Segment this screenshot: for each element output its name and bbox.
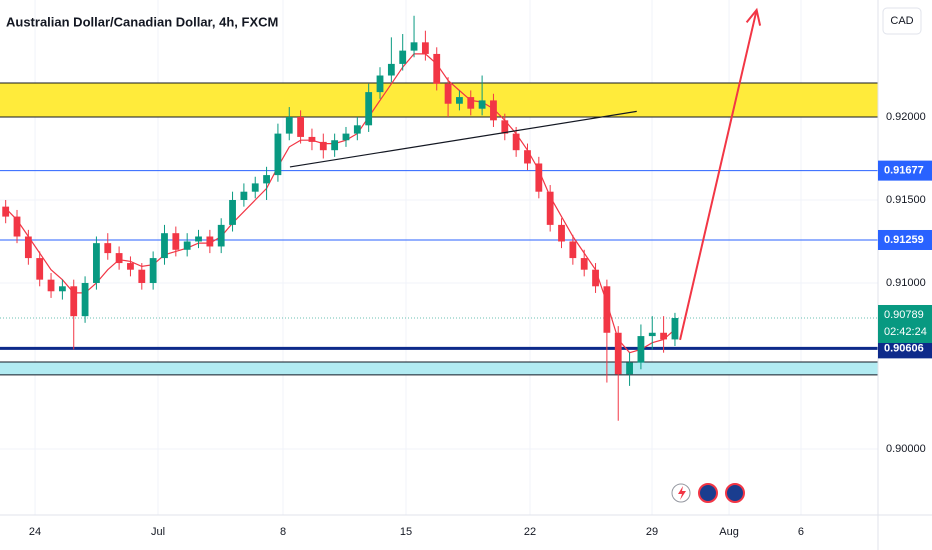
candle-body	[569, 241, 577, 259]
candle-body	[58, 286, 66, 292]
lightning	[678, 486, 686, 500]
x-tick-label: Aug	[719, 526, 739, 538]
candle-body	[671, 317, 679, 340]
last-price-box	[878, 304, 932, 343]
x-tick-label: 15	[400, 526, 412, 538]
x-tick-label: Jul	[151, 526, 165, 538]
price-label: 0.91259	[884, 234, 924, 246]
candle-body	[138, 269, 146, 283]
price-label-box	[878, 229, 932, 250]
candle-body	[149, 258, 157, 283]
trendline	[289, 110, 637, 168]
candle-body	[467, 97, 475, 109]
candle-body	[376, 75, 384, 93]
candle-body	[206, 236, 214, 247]
candle-body	[81, 282, 89, 317]
price-label-box	[878, 338, 932, 359]
candle-body	[637, 336, 645, 363]
y-tick-label: 0.92000	[886, 111, 926, 123]
candle-body	[240, 191, 248, 200]
plot-area	[0, 0, 878, 515]
candle-body	[285, 117, 293, 134]
candle-body	[660, 332, 668, 340]
candle-body	[297, 117, 305, 137]
chart-title: Australian Dollar/Canadian Dollar, 4h, F…	[6, 14, 278, 29]
candle-body	[24, 236, 32, 259]
candle-body	[342, 133, 350, 141]
x-tick-label: 22	[524, 526, 536, 538]
candle-body	[331, 140, 339, 151]
candle-body	[512, 133, 520, 151]
candle-body	[274, 133, 282, 176]
candle-body	[13, 216, 21, 237]
candle-body	[2, 206, 10, 217]
candle-body	[535, 163, 543, 192]
candle-body	[319, 141, 327, 151]
price-label: 0.90606	[884, 342, 924, 354]
candle-body	[47, 279, 55, 292]
last-price-label: 0.90789	[884, 309, 924, 321]
candle-body	[183, 241, 191, 250]
candle-body	[399, 50, 407, 64]
candle-body	[648, 332, 656, 337]
candle-body	[626, 362, 633, 375]
candle-body	[263, 175, 270, 184]
candle-body	[172, 233, 180, 250]
event-icon[interactable]	[725, 483, 745, 503]
candle-body	[70, 286, 78, 317]
y-tick-label: 0.90000	[886, 443, 926, 455]
candle-body	[387, 63, 395, 76]
x-tick-label: 29	[646, 526, 658, 538]
x-tick-label: 24	[29, 526, 41, 538]
candle-body	[501, 120, 509, 134]
candle-body	[353, 125, 361, 134]
candle-body	[444, 83, 452, 104]
y-tick-label: 0.91000	[886, 277, 926, 289]
candle-body	[614, 332, 622, 375]
event-icon[interactable]	[698, 483, 718, 503]
candle-body	[308, 136, 316, 142]
event-icons	[671, 483, 745, 503]
candle-body	[490, 100, 497, 121]
candle-body	[104, 243, 112, 254]
candle-body	[229, 199, 236, 225]
candle-body	[592, 269, 599, 287]
currency-label[interactable]: CAD	[890, 15, 913, 27]
candle-body	[433, 53, 441, 84]
candle-body	[217, 224, 225, 247]
candle-body	[546, 191, 554, 225]
price-label-box	[878, 160, 932, 181]
candle-body	[115, 253, 123, 264]
candle-body	[195, 236, 202, 242]
candle-body	[93, 243, 100, 283]
y-tick-label: 0.91500	[886, 194, 926, 206]
forecast-arrow	[679, 9, 758, 341]
candle-body	[365, 92, 373, 126]
candle-body	[36, 258, 44, 280]
x-tick-label: 8	[280, 526, 286, 538]
candle-body	[478, 100, 486, 109]
arrow-head	[745, 7, 762, 26]
candle-body	[524, 150, 531, 164]
candle-body	[603, 286, 611, 333]
zone	[0, 82, 878, 118]
currency-button[interactable]	[882, 7, 922, 35]
zone	[0, 361, 878, 375]
candle-body	[127, 263, 134, 270]
candle-body	[580, 258, 588, 270]
candle-body	[161, 233, 168, 259]
price-label: 0.91677	[884, 165, 924, 177]
candle-body	[251, 183, 259, 192]
candle-body	[421, 42, 429, 54]
candle-body	[456, 97, 463, 104]
candle-body	[558, 224, 565, 242]
countdown: 02:42:24	[884, 326, 927, 338]
x-tick-label: 6	[798, 526, 804, 538]
candle-body	[410, 42, 418, 51]
